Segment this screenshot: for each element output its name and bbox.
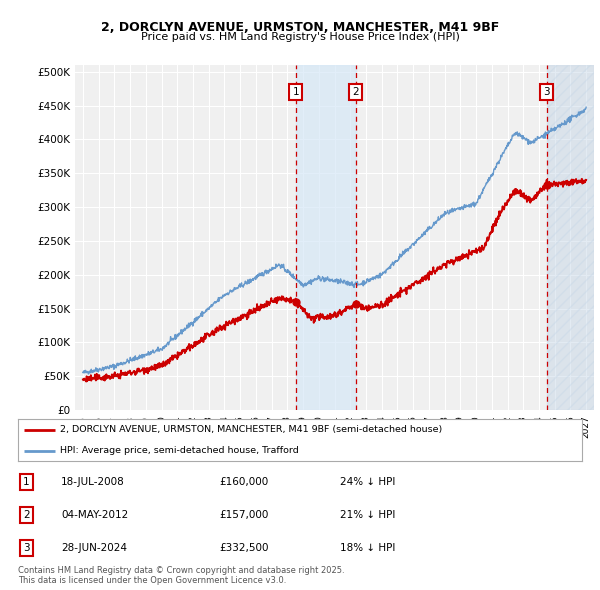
Text: 18-JUL-2008: 18-JUL-2008 [61, 477, 125, 487]
Text: Price paid vs. HM Land Registry's House Price Index (HPI): Price paid vs. HM Land Registry's House … [140, 32, 460, 42]
Text: 2, DORCLYN AVENUE, URMSTON, MANCHESTER, M41 9BF: 2, DORCLYN AVENUE, URMSTON, MANCHESTER, … [101, 21, 499, 34]
Text: 1: 1 [292, 87, 299, 97]
Text: 1: 1 [23, 477, 30, 487]
Bar [547, 65, 594, 410]
Text: 28-JUN-2024: 28-JUN-2024 [61, 543, 127, 553]
Text: 2: 2 [23, 510, 30, 520]
Text: 21% ↓ HPI: 21% ↓ HPI [340, 510, 395, 520]
Text: £332,500: £332,500 [220, 543, 269, 553]
Text: 2, DORCLYN AVENUE, URMSTON, MANCHESTER, M41 9BF (semi-detached house): 2, DORCLYN AVENUE, URMSTON, MANCHESTER, … [60, 425, 443, 434]
Text: 18% ↓ HPI: 18% ↓ HPI [340, 543, 395, 553]
Text: HPI: Average price, semi-detached house, Trafford: HPI: Average price, semi-detached house,… [60, 446, 299, 455]
Text: 3: 3 [23, 543, 30, 553]
Text: Contains HM Land Registry data © Crown copyright and database right 2025.
This d: Contains HM Land Registry data © Crown c… [18, 566, 344, 585]
Text: 04-MAY-2012: 04-MAY-2012 [61, 510, 128, 520]
Text: 3: 3 [544, 87, 550, 97]
Text: 2: 2 [352, 87, 359, 97]
Text: 24% ↓ HPI: 24% ↓ HPI [340, 477, 395, 487]
Bar [296, 65, 356, 410]
Text: £160,000: £160,000 [220, 477, 269, 487]
Text: £157,000: £157,000 [220, 510, 269, 520]
